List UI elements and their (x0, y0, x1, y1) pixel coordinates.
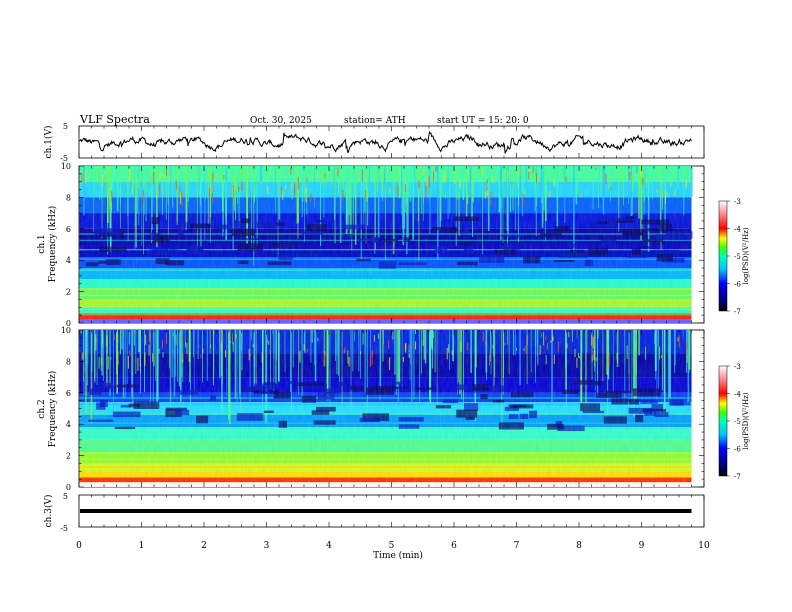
ch1-spectrogram-ytick-label: 4 (66, 256, 71, 265)
ch2-spectrogram-channel-label: ch.2 (37, 399, 47, 418)
ch1-colorbar-tick-label: -6 (734, 281, 741, 289)
ch1-colorbar-label: log(PSD)(V²/Hz) (742, 227, 750, 284)
x-tick-label: 2 (201, 541, 207, 551)
ch2-spectrogram-ytick-label: 4 (66, 420, 71, 429)
ch2-colorbar-tick-label: -3 (734, 363, 741, 371)
ch2-colorbar-tick-label: -7 (734, 473, 741, 481)
ch2-colorbar-tick-label: -4 (734, 391, 741, 399)
x-tick-label: 4 (326, 541, 332, 551)
ch1-colorbar-tick-label: -4 (734, 226, 741, 234)
ch1-waveform-panel: 5 -5 ch.1(V) (43, 122, 705, 163)
x-tick-label: 5 (389, 541, 395, 551)
ch3-waveform-ylabel: ch.3(V) (43, 495, 54, 528)
x-tick-label: 7 (514, 541, 520, 551)
ch2-colorbar-gradient (718, 365, 728, 477)
ch1-colorbar: -3 -4 -5 -6 -7 log(PSD)(V²/Hz) (718, 198, 750, 316)
ch3-ytick-top: 5 (63, 492, 68, 501)
ch2-spectrogram-ylabel: Frequency (kHz) (47, 371, 58, 448)
date-label: Oct. 30, 2025 (250, 116, 312, 126)
x-axis-label: Time (min) (373, 550, 423, 561)
ch1-ytick-bottom: -5 (60, 154, 68, 163)
x-tick-label: 0 (76, 541, 82, 551)
ch1-colorbar-gradient (718, 200, 728, 312)
ch2-colorbar-label: log(PSD)(V²/Hz) (742, 392, 750, 449)
x-tick-label: 1 (139, 541, 145, 551)
ch1-spectrogram-ytick-label: 2 (66, 288, 71, 297)
ch1-spectrogram-channel-label: ch.1 (37, 234, 47, 253)
ch1-waveform-line (79, 130, 692, 154)
x-tick-label: 9 (639, 541, 645, 551)
x-tick-label: 3 (264, 541, 270, 551)
ch1-spectrogram-ytick-label: 0 (66, 319, 71, 328)
ch2-spectrogram-panel: 0 2 4 6 8 10 ch.2 Frequency (kHz) -3 -4 -5 -6 -7 … (37, 326, 750, 492)
start-time-label: start UT = 15: 20: 0 (437, 116, 529, 126)
ch1-spectrogram-ylabel: Frequency (kHz) (47, 206, 58, 283)
ch1-spectrogram-ytick-label: 8 (66, 193, 71, 202)
ch2-colorbar: -3 -4 -5 -6 -7 log(PSD)(V²/Hz) (718, 363, 750, 481)
ch1-waveform-ylabel: ch.1(V) (43, 126, 54, 159)
ch3-waveform-panel: 5 -5 ch.3(V) (43, 492, 705, 533)
ch1-spectrogram-panel: 0 2 4 6 8 10 ch.1 Frequency (kHz) -3 -4 -5 -6 -7 … (37, 162, 750, 328)
x-tick-label: 8 (576, 541, 582, 551)
x-tick-label: 10 (698, 541, 710, 551)
ch2-spectrogram-ytick-label: 8 (66, 357, 71, 366)
station-label: station= ATH (344, 116, 406, 126)
ch2-colorbar-tick-label: -6 (734, 446, 741, 454)
ch1-colorbar-tick-label: -3 (734, 198, 741, 206)
ch1-waveform-frame (78, 125, 705, 159)
ch1-ytick-top: 5 (63, 122, 68, 131)
ch3-ytick-bottom: -5 (60, 524, 68, 533)
ch2-colorbar-tick-label: -5 (734, 418, 741, 426)
ch2-spectrogram-ytick-label: 2 (66, 452, 71, 461)
ch1-spectrogram-ytick-label: 6 (66, 225, 71, 234)
x-tick-label: 6 (451, 541, 457, 551)
figure-title: VLF Spectra (79, 113, 150, 126)
ch2-spectrogram-texture (79, 330, 692, 487)
ch1-spectrogram-ytick-label: 10 (61, 162, 71, 171)
ch2-spectrogram-ytick-label: 0 (66, 483, 71, 492)
x-axis-tick-labels: 0 1 2 3 4 5 6 7 8 9 10 (76, 541, 710, 551)
ch1-spectrogram-texture (79, 166, 692, 323)
ch1-colorbar-tick-label: -7 (734, 308, 741, 316)
ch1-colorbar-tick-label: -5 (734, 253, 741, 261)
ch2-spectrogram-ytick-label: 6 (66, 389, 71, 398)
ch2-spectrogram-ytick-label: 10 (61, 326, 71, 335)
